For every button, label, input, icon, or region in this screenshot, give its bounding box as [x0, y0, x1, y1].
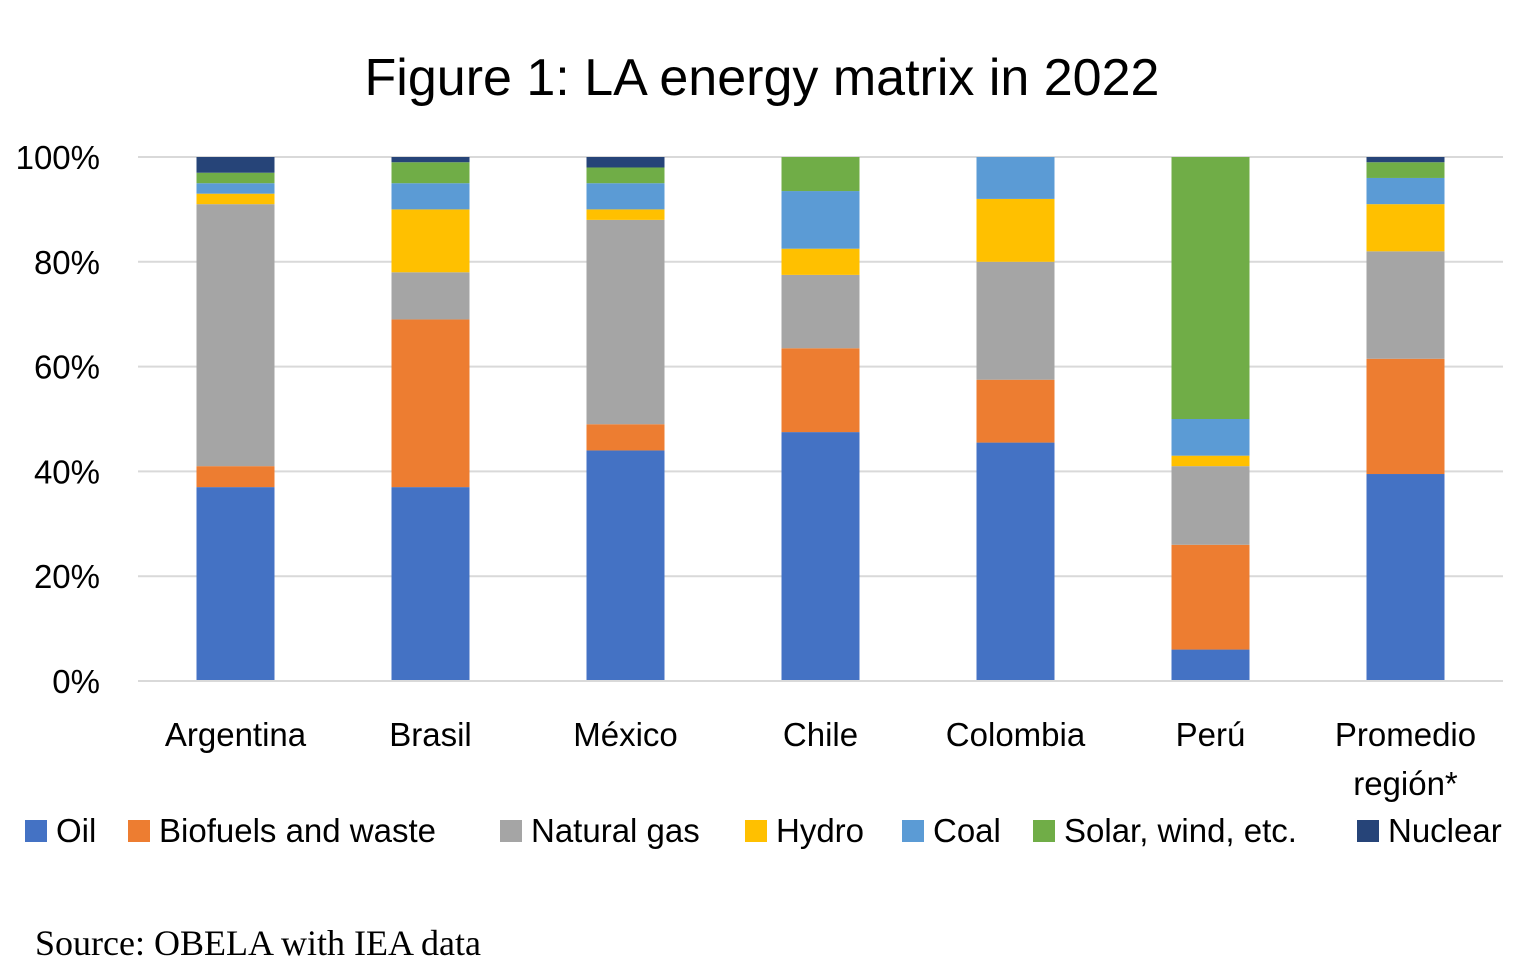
bar-segment: [391, 319, 470, 488]
y-axis-ticks: 0% 20% 40% 60% 80% 100%: [16, 139, 100, 700]
bar-segment: [196, 193, 275, 205]
bar-segment: [586, 219, 665, 425]
bar-stack: [781, 157, 860, 681]
y-tick-label: 40%: [34, 453, 100, 490]
x-category-label: Chile: [783, 716, 858, 753]
bar-segment: [781, 157, 860, 192]
x-category-label: Perú: [1176, 716, 1246, 753]
x-category-label: Colombia: [946, 716, 1086, 753]
y-tick-label: 80%: [34, 244, 100, 281]
bar-segment: [1366, 474, 1445, 681]
bar-segment: [391, 157, 470, 163]
legend-swatch: [500, 820, 522, 842]
y-tick-label: 0%: [52, 663, 100, 700]
legend-label: Coal: [933, 812, 1001, 849]
x-category-label: México: [573, 716, 678, 753]
bar-segment: [391, 162, 470, 184]
bar-segment: [1366, 204, 1445, 252]
x-axis-categories: Argentina Brasil México Chile Colombia Perú Pr…: [165, 716, 1476, 802]
y-tick-label: 20%: [34, 558, 100, 595]
bar-segment: [1366, 358, 1445, 475]
legend-item: Solar, wind, etc.: [1033, 812, 1297, 849]
legend-swatch: [902, 820, 924, 842]
x-category-label: Promedio región*: [1335, 716, 1476, 802]
bar-segment: [196, 157, 275, 173]
legend-swatch: [128, 820, 150, 842]
bar-segment: [781, 191, 860, 249]
legend-item: Hydro: [745, 812, 864, 849]
bar-segment: [391, 183, 470, 210]
bar-stack: [976, 157, 1055, 681]
x-category-label: Brasil: [389, 716, 472, 753]
bar-segment: [1171, 419, 1250, 456]
source-note: Source: OBELA with IEA data: [35, 923, 481, 963]
bar-stack: [391, 157, 470, 681]
legend-item: Coal: [902, 812, 1001, 849]
bar-segment: [391, 209, 470, 273]
legend-label: Natural gas: [531, 812, 700, 849]
bar-segment: [196, 172, 275, 184]
bar-segment: [586, 450, 665, 681]
bar-segment: [781, 432, 860, 681]
legend-label: Solar, wind, etc.: [1064, 812, 1297, 849]
bar-segment: [1366, 251, 1445, 359]
bar-segment: [1171, 544, 1250, 650]
legend-swatch: [25, 820, 47, 842]
bar-segment: [586, 209, 665, 220]
bar-segment: [391, 487, 470, 681]
x-category-label: Argentina: [165, 716, 307, 753]
legend-label: Nuclear: [1388, 812, 1502, 849]
bar-segment: [1171, 649, 1250, 681]
bar-segment: [781, 348, 860, 433]
bar-segment: [1171, 466, 1250, 545]
bar-segment: [586, 424, 665, 451]
legend-label: Oil: [56, 812, 96, 849]
bar-segment: [1366, 177, 1445, 205]
bar-stack: [586, 157, 665, 681]
legend-item: Natural gas: [500, 812, 700, 849]
bars: [196, 157, 1445, 681]
bar-segment: [781, 274, 860, 349]
bar-stack: [1366, 157, 1445, 681]
bar-stack: [1171, 157, 1250, 681]
legend-swatch: [745, 820, 767, 842]
bar-segment: [1366, 157, 1445, 163]
bar-segment: [391, 272, 470, 320]
bar-segment: [1171, 455, 1250, 467]
legend-label: Hydro: [776, 812, 864, 849]
legend-item: Oil: [25, 812, 96, 849]
legend-swatch: [1033, 820, 1055, 842]
bar-segment: [976, 261, 1055, 380]
legend-label: Biofuels and waste: [159, 812, 436, 849]
legend-item: Biofuels and waste: [128, 812, 436, 849]
bar-segment: [196, 466, 275, 488]
legend: Oil Biofuels and waste Natural gas Hydro Coa…: [25, 812, 1502, 849]
bar-segment: [976, 379, 1055, 443]
bar-segment: [196, 487, 275, 681]
legend-swatch: [1357, 820, 1379, 842]
bar-segment: [976, 442, 1055, 681]
bar-segment: [196, 204, 275, 467]
bar-segment: [976, 198, 1055, 262]
bar-segment: [586, 167, 665, 184]
bar-stack: [196, 157, 275, 681]
bar-segment: [586, 183, 665, 210]
bar-segment: [196, 183, 275, 194]
legend-item: Nuclear: [1357, 812, 1502, 849]
bar-segment: [781, 248, 860, 275]
bar-segment: [1366, 162, 1445, 178]
bar-segment: [1171, 157, 1250, 419]
chart-title: Figure 1: LA energy matrix in 2022: [365, 49, 1160, 107]
y-tick-label: 60%: [34, 349, 100, 386]
bar-segment: [586, 157, 665, 168]
y-tick-label: 100%: [16, 139, 100, 176]
bar-segment: [976, 157, 1055, 199]
